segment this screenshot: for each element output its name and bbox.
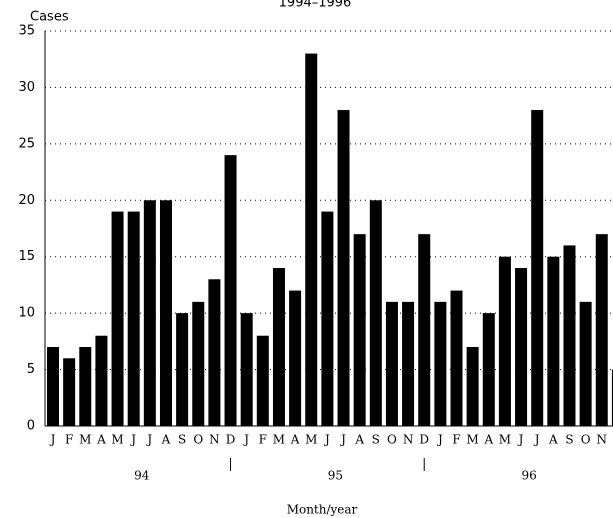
x-tick-label: J — [533, 433, 540, 447]
x-tick-label: J — [323, 433, 330, 447]
x-tick-label: M — [79, 433, 91, 447]
bar — [402, 301, 415, 426]
x-tick-label: N — [403, 433, 414, 447]
bar — [369, 200, 382, 426]
x-tick-label: A — [548, 433, 558, 447]
y-tick-label: 0 — [27, 419, 35, 434]
x-tick-label: F — [452, 433, 460, 447]
bar — [434, 301, 447, 426]
year-label: 95 — [328, 469, 343, 483]
y-tick-label: 25 — [18, 136, 35, 151]
bar — [385, 301, 398, 426]
x-tick-label: A — [96, 433, 106, 447]
x-tick-label: M — [305, 433, 317, 447]
bar — [95, 335, 108, 426]
bar — [159, 200, 172, 426]
bar — [353, 234, 366, 426]
x-tick-label: N — [209, 433, 220, 447]
chart-title: 1994–1996 — [279, 0, 352, 11]
x-tick-label: J — [145, 433, 152, 447]
bar — [143, 200, 156, 426]
year-label: 96 — [521, 469, 536, 483]
x-tick-label: J — [339, 433, 346, 447]
y-tick-label: 10 — [18, 306, 35, 321]
x-tick-label: A — [354, 433, 364, 447]
bar — [450, 290, 463, 426]
bar — [256, 335, 269, 426]
bar — [321, 211, 334, 426]
bar — [192, 301, 205, 426]
x-tick-label: S — [372, 433, 380, 447]
bar — [498, 256, 511, 426]
x-axis-label: Month/year — [287, 503, 358, 517]
x-tick-label: N — [597, 433, 608, 447]
x-tick-label: J — [49, 433, 56, 447]
y-axis-label: Cases — [30, 10, 69, 25]
bar — [337, 110, 350, 426]
x-tick-label: F — [65, 433, 73, 447]
x-tick-label: J — [129, 433, 136, 447]
x-tick-label: M — [499, 433, 511, 447]
x-tick-label: O — [387, 433, 397, 447]
x-tick-label: O — [581, 433, 591, 447]
y-tick-label: 15 — [18, 249, 35, 264]
x-tick-label: M — [273, 433, 285, 447]
y-tick-label: 5 — [27, 362, 35, 377]
x-tick-label: D — [419, 433, 429, 447]
y-tick-label: 20 — [18, 193, 35, 208]
x-tick-label: A — [483, 433, 493, 447]
x-tick-label: J — [242, 433, 249, 447]
bar — [127, 211, 140, 426]
y-tick-label: 30 — [18, 80, 35, 95]
bar — [563, 245, 576, 426]
bar — [611, 369, 613, 426]
bar — [515, 268, 528, 426]
year-label: 94 — [134, 469, 150, 483]
bar — [224, 155, 237, 426]
bar — [482, 313, 495, 426]
x-tick-label: S — [565, 433, 573, 447]
bar — [208, 279, 221, 426]
bar — [305, 53, 318, 426]
bar — [111, 211, 124, 426]
y-tick-label: 35 — [18, 24, 35, 39]
bar — [240, 313, 253, 426]
bar — [531, 110, 544, 426]
bar — [79, 347, 92, 426]
x-tick-label: M — [466, 433, 478, 447]
x-tick-label: J — [517, 433, 524, 447]
x-tick-label: O — [193, 433, 203, 447]
bar — [595, 234, 608, 426]
x-tick-label: F — [259, 433, 267, 447]
bar — [47, 347, 59, 426]
bar — [289, 290, 302, 426]
bar — [579, 301, 592, 426]
x-tick-label: D — [226, 433, 236, 447]
x-tick-label: S — [178, 433, 186, 447]
bar — [466, 347, 479, 426]
x-tick-label: M — [111, 433, 123, 447]
bar — [63, 358, 76, 426]
bar — [547, 256, 560, 426]
x-tick-label: A — [290, 433, 300, 447]
x-tick-label: J — [436, 433, 443, 447]
bar — [176, 313, 189, 426]
x-tick-label: A — [161, 433, 171, 447]
bar — [418, 234, 431, 426]
bar — [272, 268, 285, 426]
